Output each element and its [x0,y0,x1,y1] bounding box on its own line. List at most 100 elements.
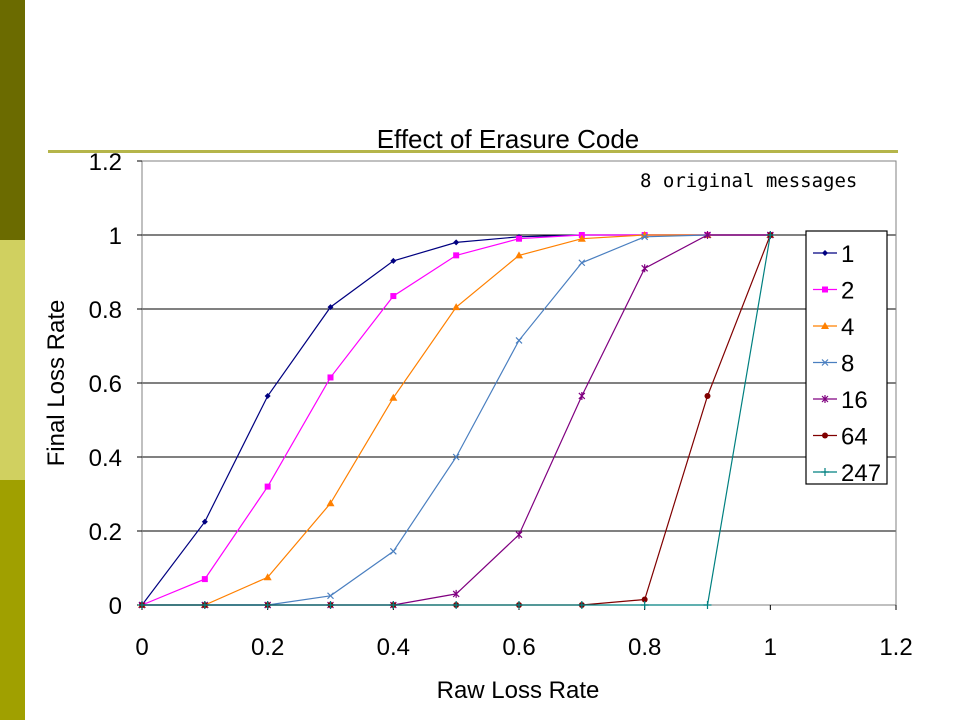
data-point [327,374,334,381]
legend-label: 247 [841,460,881,487]
series-line-8 [142,234,771,606]
data-point [264,483,271,490]
data-point [200,601,209,609]
x-tick-label: 0 [135,634,148,661]
legend-item-16: 16 [813,387,868,414]
sidebar-stripe-dark [0,0,25,240]
x-tick-label: 0.8 [628,634,661,661]
data-point [326,499,335,507]
data-point [263,601,272,609]
series-line-247 [142,234,771,606]
data-point [515,337,523,344]
data-point [389,393,398,401]
x-tick-label: 1.2 [879,634,912,661]
data-point [452,601,461,609]
y-tick-label: 0.2 [89,519,122,546]
data-point [577,601,586,609]
x-tick-label: 0.2 [251,634,284,661]
y-axis-ticks: 0 0.2 0.4 0.6 0.8 1 1.2 [89,149,142,620]
chart-annotation: 8 original messages [640,170,858,192]
y-tick-label: 1.2 [89,149,122,176]
data-point [201,576,208,583]
title-underline [48,150,898,153]
legend: 1 2 4 8 16 64 247 [805,230,888,487]
data-point [578,391,586,400]
legend-marker [822,250,828,256]
data-point [389,547,397,555]
series-16 [138,231,774,609]
legend-label: 16 [841,387,868,414]
data-point [327,592,334,600]
legend-label: 2 [841,278,854,305]
data-point [640,601,649,609]
series-247 [138,231,775,609]
data-point [577,234,586,242]
y-tick-label: 0.4 [89,445,122,472]
y-tick-label: 0.8 [89,297,122,324]
data-point [327,304,334,311]
legend-label: 8 [841,351,854,378]
series-line-2 [141,234,771,606]
series-64 [139,232,774,608]
series-line-4 [142,234,771,606]
series-line-16 [142,234,771,606]
x-axis-ticks: 0 0.2 0.4 0.6 0.8 1 1.2 [135,605,913,661]
x-axis-label: Raw Loss Rate [437,677,600,704]
data-point [516,235,522,242]
series-group [138,231,775,609]
series-1 [139,232,774,608]
data-point [515,601,523,609]
data-point [390,257,397,264]
legend-item-4: 4 [813,314,854,341]
data-point [515,530,523,539]
data-point [452,303,461,311]
y-tick-label: 1 [109,223,122,250]
sidebar-stripe-light [0,240,25,480]
series-4 [138,231,775,608]
legend-box [805,230,888,485]
legend-label: 64 [841,424,868,451]
data-point [263,573,272,581]
sidebar-stripe-olive [0,480,25,720]
legend-item-64: 64 [813,424,868,451]
legend-item-1: 1 [813,241,854,268]
legend-marker [822,432,828,439]
legend-item-2: 2 [813,278,854,305]
data-point [704,392,711,399]
data-point [389,601,398,609]
data-point [703,601,712,609]
legend-item-8: 8 [813,351,854,378]
data-point [641,596,648,603]
legend-label: 1 [841,241,854,268]
data-point [766,231,775,239]
y-tick-label: 0.6 [89,371,122,398]
legend-marker [821,359,829,366]
data-point [326,601,335,609]
legend-marker [821,322,829,329]
x-tick-label: 0.6 [502,634,535,661]
series-2 [139,232,774,608]
data-point [704,231,711,239]
legend-marker [821,468,829,476]
data-point [452,589,460,598]
data-point [201,518,208,525]
data-point [452,453,460,461]
chart-title: Effect of Erasure Code [377,124,640,154]
series-line-1 [141,234,771,606]
series-line-64 [142,234,771,606]
data-point [578,259,586,267]
legend-marker [822,286,828,293]
y-axis-label: Final Loss Rate [43,300,70,467]
data-point [390,293,397,300]
data-point [641,233,649,241]
x-tick-label: 0.4 [377,634,410,661]
y-tick-label: 0 [109,593,122,620]
data-point [453,239,460,246]
series-8 [138,231,774,609]
data-point [515,251,523,259]
x-tick-label: 1 [764,634,777,661]
data-point [641,264,649,273]
legend-marker [821,395,829,403]
data-point [453,252,460,259]
